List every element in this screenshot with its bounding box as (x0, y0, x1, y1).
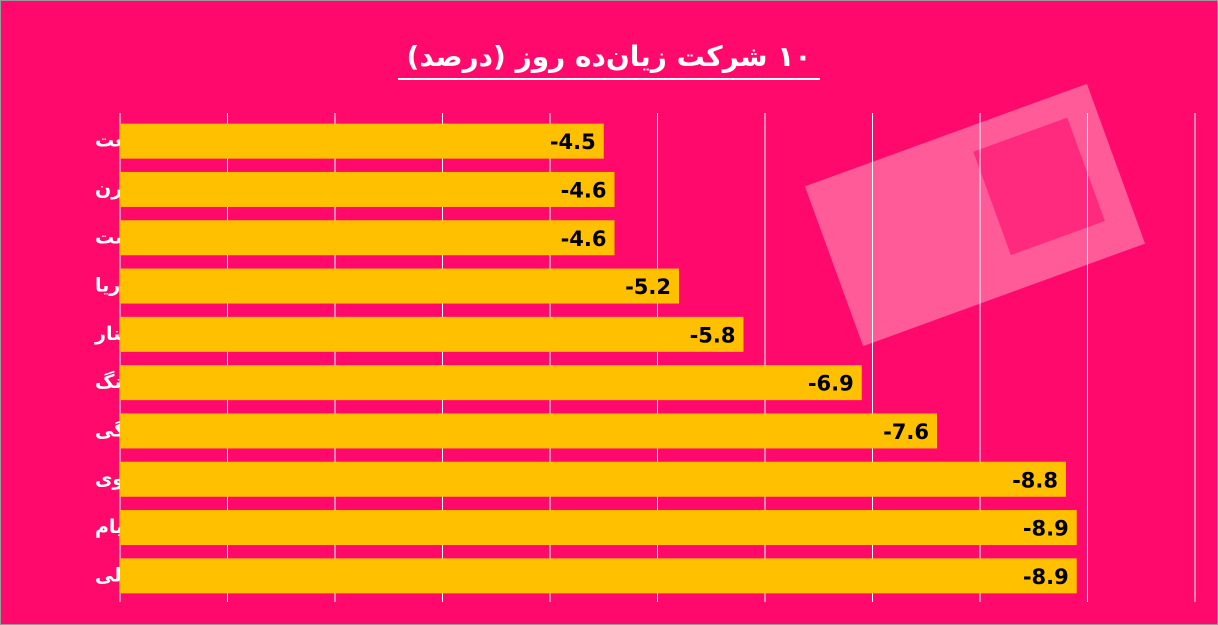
bar (120, 461, 1066, 497)
bar (120, 510, 1077, 546)
value-label: -8.9 (1023, 565, 1069, 589)
bar (120, 558, 1077, 594)
bar (120, 123, 604, 159)
bar (120, 413, 937, 449)
bar (120, 316, 744, 352)
bar (120, 268, 679, 304)
bar (120, 220, 615, 256)
value-label: -7.6 (883, 420, 929, 444)
chart-title: ۱۰ شرکت زیان‌ده روز (درصد) (407, 40, 812, 73)
watermark-logo (973, 117, 1105, 256)
value-label: -5.8 (690, 323, 736, 347)
value-label: -6.9 (808, 372, 854, 396)
watermark (804, 83, 1146, 347)
bar (120, 171, 615, 207)
value-label: -8.8 (1012, 468, 1058, 492)
bar (120, 365, 862, 401)
value-label: -8.9 (1023, 517, 1069, 541)
value-label: -4.6 (561, 178, 607, 202)
value-label: -4.5 (550, 130, 596, 154)
value-label: -4.6 (561, 227, 607, 251)
value-label: -5.2 (625, 275, 671, 299)
